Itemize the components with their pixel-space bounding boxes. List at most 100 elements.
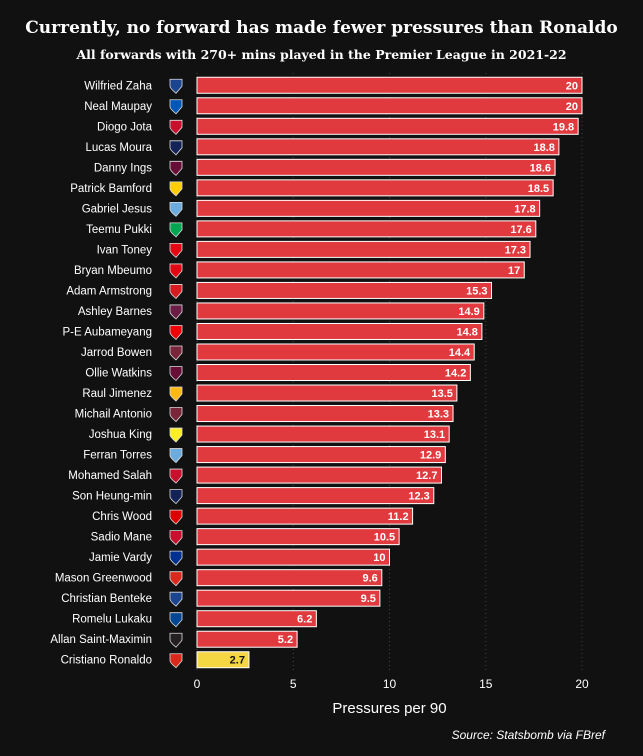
value-label: 12.7 bbox=[416, 470, 437, 482]
value-label: 9.6 bbox=[363, 573, 378, 585]
category-label: Michail Antonio bbox=[75, 409, 152, 421]
bar bbox=[196, 363, 471, 382]
value-label: 6.2 bbox=[297, 614, 312, 626]
team-badge-icon bbox=[169, 284, 183, 299]
bar bbox=[196, 507, 414, 525]
value-label: 19.8 bbox=[553, 121, 574, 133]
bar bbox=[196, 261, 525, 279]
team-badge-icon bbox=[169, 325, 183, 341]
team-badge-icon bbox=[169, 366, 183, 382]
bar bbox=[196, 179, 554, 197]
value-label: 17 bbox=[508, 265, 520, 277]
bar bbox=[196, 405, 454, 423]
team-badge-icon bbox=[169, 119, 183, 135]
chart-source: Source: Statsbomb via FBref bbox=[451, 728, 605, 742]
category-label: Lucas Moura bbox=[86, 142, 153, 154]
category-label: Son Heung-min bbox=[72, 491, 152, 503]
bar bbox=[196, 281, 493, 299]
team-badge-icon bbox=[169, 468, 183, 484]
value-label: 14.2 bbox=[445, 368, 466, 380]
value-label: 14.9 bbox=[458, 306, 479, 318]
value-label: 9.5 bbox=[361, 593, 376, 605]
value-label: 18.5 bbox=[528, 183, 549, 195]
value-label: 15.3 bbox=[466, 285, 487, 297]
bar bbox=[196, 220, 537, 238]
value-label: 13.5 bbox=[431, 388, 452, 400]
category-label: Adam Armstrong bbox=[66, 285, 152, 297]
bar bbox=[196, 630, 298, 648]
category-label: Jarrod Bowen bbox=[81, 347, 152, 359]
category-label: Cristiano Ronaldo bbox=[61, 655, 152, 667]
team-badge-icon bbox=[169, 386, 183, 402]
bar bbox=[196, 117, 579, 135]
team-badge-icon bbox=[169, 427, 183, 443]
value-label: 18.6 bbox=[530, 162, 551, 174]
category-label: Mohamed Salah bbox=[68, 470, 152, 482]
team-badge-icon bbox=[169, 632, 183, 648]
category-label: Mason Greenwood bbox=[55, 573, 152, 585]
category-label: Neal Maupay bbox=[84, 101, 152, 113]
category-label: Chris Wood bbox=[92, 511, 152, 523]
team-badge-icon bbox=[169, 160, 183, 176]
x-axis-label: Pressures per 90 bbox=[332, 700, 446, 717]
bar bbox=[196, 302, 485, 320]
team-badge-icon bbox=[169, 591, 183, 607]
team-badge-icon bbox=[169, 509, 183, 525]
value-label: 2.7 bbox=[230, 655, 245, 667]
bar bbox=[196, 528, 400, 546]
bar bbox=[196, 651, 250, 669]
category-label: Danny Ings bbox=[94, 162, 152, 174]
bar bbox=[196, 322, 483, 340]
category-label: Ashley Barnes bbox=[78, 306, 152, 318]
bar bbox=[196, 487, 435, 505]
category-label: Raul Jimenez bbox=[82, 388, 152, 400]
category-label: Diogo Jota bbox=[97, 121, 153, 133]
value-label: 10.5 bbox=[374, 532, 395, 544]
category-label: Jamie Vardy bbox=[89, 552, 152, 564]
team-badge-icon bbox=[169, 653, 183, 669]
team-badge-icon bbox=[169, 304, 183, 320]
bar bbox=[196, 97, 583, 115]
category-label: Romelu Lukaku bbox=[72, 614, 152, 626]
team-badge-icon bbox=[169, 530, 183, 546]
team-badge-icon bbox=[169, 140, 183, 156]
team-badge-icon bbox=[169, 222, 183, 238]
team-badge-icon bbox=[169, 448, 183, 464]
value-label: 17.3 bbox=[505, 244, 526, 256]
bar bbox=[196, 425, 450, 443]
team-badge-icon bbox=[169, 78, 183, 94]
bar-chart: Wilfried Zaha 20 Neal Maupay 20 Diogo Jota 19… bbox=[50, 73, 589, 717]
value-label: 13.1 bbox=[424, 429, 445, 441]
team-badge-icon bbox=[169, 550, 183, 566]
team-badge-icon bbox=[169, 407, 183, 423]
category-label: Gabriel Jesus bbox=[82, 203, 153, 215]
category-label: Teemu Pukki bbox=[86, 224, 152, 236]
bar bbox=[196, 610, 317, 628]
team-badge-icon bbox=[169, 99, 183, 115]
category-label: Wilfried Zaha bbox=[84, 80, 152, 92]
bar bbox=[196, 343, 475, 361]
x-tick-label: 0 bbox=[194, 677, 201, 691]
team-badge-icon bbox=[169, 242, 183, 258]
team-badge-icon bbox=[169, 345, 183, 361]
bar bbox=[196, 446, 446, 464]
bar bbox=[196, 548, 390, 566]
x-tick-label: 10 bbox=[383, 677, 397, 691]
bar bbox=[196, 199, 541, 217]
bar bbox=[196, 240, 531, 258]
category-label: Christian Benteke bbox=[61, 593, 152, 605]
value-label: 10 bbox=[373, 552, 385, 564]
category-label: Ivan Toney bbox=[97, 244, 153, 256]
x-tick-label: 15 bbox=[479, 677, 493, 691]
category-label: Ferran Torres bbox=[83, 450, 152, 462]
team-badge-icon bbox=[169, 181, 183, 197]
value-label: 20 bbox=[566, 80, 578, 92]
category-label: P-E Aubameyang bbox=[62, 326, 152, 338]
bar bbox=[196, 158, 556, 176]
chart-title: Currently, no forward has made fewer pre… bbox=[25, 18, 618, 38]
category-label: Patrick Bamford bbox=[70, 183, 152, 195]
team-badge-icon bbox=[169, 263, 183, 279]
value-label: 18.8 bbox=[533, 142, 554, 154]
team-badge-icon bbox=[169, 489, 183, 505]
